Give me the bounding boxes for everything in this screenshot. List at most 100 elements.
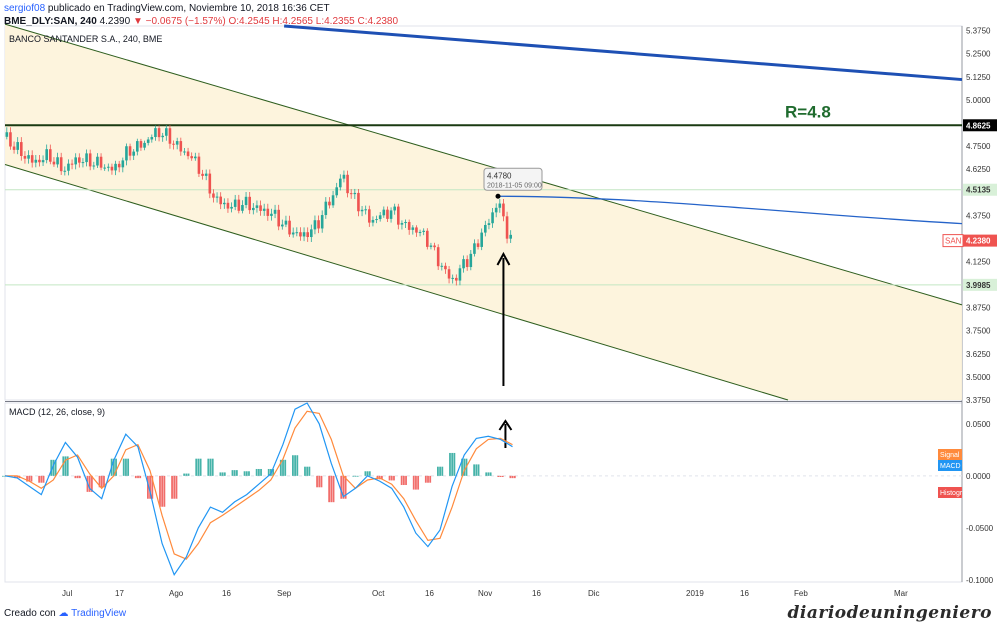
candle-body: [400, 223, 404, 225]
tooltip-date: 2018-11-05 09:00: [487, 182, 542, 189]
histogram-bar: [292, 455, 294, 476]
histogram-bar: [223, 472, 226, 476]
histogram-bar: [429, 475, 432, 483]
price-pane-title: BANCO SANTANDER S.A., 240, BME: [9, 34, 162, 44]
histogram-bar: [233, 470, 236, 476]
candle-body: [465, 259, 469, 268]
candle-body: [397, 206, 400, 225]
candle-body: [487, 223, 491, 225]
histogram-bar: [501, 475, 504, 477]
histogram-bar: [199, 458, 202, 476]
candle-body: [208, 173, 212, 194]
candle-body: [132, 151, 135, 156]
price-tick-label: 5.0000: [966, 96, 991, 105]
candle-body: [317, 220, 320, 229]
histogram-bar: [437, 466, 439, 476]
candle-body: [110, 166, 114, 171]
candle-body: [49, 149, 52, 162]
candle-body: [360, 209, 364, 212]
macd-tick-label: -0.0500: [966, 524, 994, 533]
tradingview-logo-icon: ☁: [58, 608, 69, 619]
candle-body: [183, 151, 186, 153]
peak-point: [495, 193, 501, 199]
candle-body: [226, 202, 230, 209]
histogram-bar: [16, 475, 19, 479]
candle-body: [458, 268, 462, 281]
candle-body: [96, 156, 99, 166]
ohlc-values: O:4.2545 H:4.2565 L:4.2355 C:4.2380: [228, 16, 399, 27]
histogram-bar: [368, 471, 371, 476]
histogram-bar: [187, 473, 190, 476]
candle-body: [436, 247, 440, 267]
histogram-bar: [28, 475, 31, 482]
candle-body: [404, 221, 407, 224]
histogram-bar: [272, 468, 275, 476]
candle-body: [128, 146, 132, 156]
candle-body: [244, 196, 248, 206]
candle-body: [172, 143, 175, 145]
histogram-bar: [441, 466, 444, 476]
candle-body: [161, 135, 164, 138]
level-marker-label: 3.9985: [966, 281, 991, 290]
price-tick-label: 3.7500: [966, 327, 991, 336]
candle-body: [455, 277, 458, 281]
macd-tick-label: 0.0000: [966, 472, 991, 481]
histogram-bar: [42, 475, 45, 483]
tradingview-link[interactable]: TradingView: [71, 608, 127, 619]
histogram-bar: [412, 475, 415, 490]
candle-body: [230, 206, 233, 209]
histogram-bar: [255, 468, 258, 476]
candle-body: [45, 149, 48, 161]
candle-body: [248, 196, 251, 211]
candle-body: [270, 213, 273, 216]
histogram-bar: [284, 459, 287, 476]
histogram-bar: [62, 456, 65, 476]
candle-body: [27, 155, 30, 159]
histogram-bar: [100, 475, 103, 488]
histogram-bar: [497, 475, 500, 477]
symbol-marker-label: SAN: [945, 237, 962, 246]
candle-body: [342, 174, 346, 179]
histogram-bar: [78, 475, 81, 479]
candle-body: [357, 192, 360, 212]
histogram-bar: [122, 458, 125, 476]
price-tick-label: 5.3750: [966, 27, 991, 36]
macd-legend-box: [938, 449, 962, 460]
histogram-bar: [330, 475, 333, 503]
price-tick-label: 4.7500: [966, 142, 991, 151]
histogram-bar: [402, 475, 405, 486]
histogram-bar: [207, 458, 210, 476]
histogram-bar: [267, 468, 270, 476]
histogram-bar: [304, 466, 306, 476]
candle-body: [335, 187, 338, 196]
candle-body: [215, 196, 219, 198]
author-link[interactable]: sergiof08: [4, 3, 46, 14]
candle-body: [310, 229, 313, 238]
candle-body: [273, 209, 277, 214]
histogram-bar: [376, 475, 379, 480]
candle-body: [67, 163, 70, 171]
candle-body: [291, 232, 295, 235]
histogram-bar: [235, 470, 238, 476]
candle-body: [473, 243, 476, 254]
candle-body: [389, 210, 393, 219]
histogram-bar: [54, 459, 57, 476]
histogram-bar: [400, 475, 403, 486]
candle-body: [16, 142, 19, 150]
histogram-bar: [103, 475, 105, 488]
histogram-bar: [139, 475, 142, 479]
x-tick-label: Oct: [372, 589, 385, 598]
histogram-bar: [320, 475, 323, 488]
macd-legend-label: Signal: [940, 452, 960, 459]
candle-body: [121, 160, 125, 168]
candle-body: [313, 220, 317, 230]
candle-body: [9, 132, 12, 147]
histogram-bar: [405, 475, 407, 486]
histogram-bar: [211, 458, 214, 476]
histogram-bar: [221, 472, 224, 476]
histogram-bar: [245, 471, 248, 476]
histogram-bar: [364, 471, 367, 476]
histogram-bar: [439, 466, 441, 476]
candle-body: [5, 132, 9, 137]
candle-body: [462, 259, 465, 269]
